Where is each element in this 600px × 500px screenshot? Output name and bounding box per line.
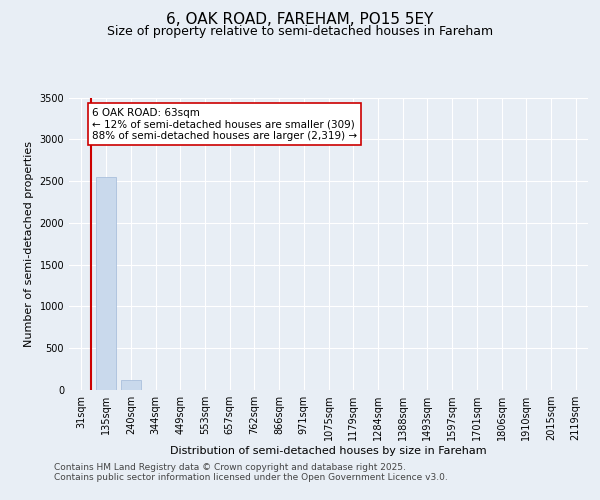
X-axis label: Distribution of semi-detached houses by size in Fareham: Distribution of semi-detached houses by …: [170, 446, 487, 456]
Text: Contains public sector information licensed under the Open Government Licence v3: Contains public sector information licen…: [54, 472, 448, 482]
Text: 6, OAK ROAD, FAREHAM, PO15 5EY: 6, OAK ROAD, FAREHAM, PO15 5EY: [166, 12, 434, 28]
Text: 6 OAK ROAD: 63sqm
← 12% of semi-detached houses are smaller (309)
88% of semi-de: 6 OAK ROAD: 63sqm ← 12% of semi-detached…: [92, 108, 357, 140]
Bar: [121, 380, 140, 390]
Text: Contains HM Land Registry data © Crown copyright and database right 2025.: Contains HM Land Registry data © Crown c…: [54, 462, 406, 471]
Text: Size of property relative to semi-detached houses in Fareham: Size of property relative to semi-detach…: [107, 25, 493, 38]
Bar: [96, 177, 116, 390]
Y-axis label: Number of semi-detached properties: Number of semi-detached properties: [24, 141, 34, 347]
